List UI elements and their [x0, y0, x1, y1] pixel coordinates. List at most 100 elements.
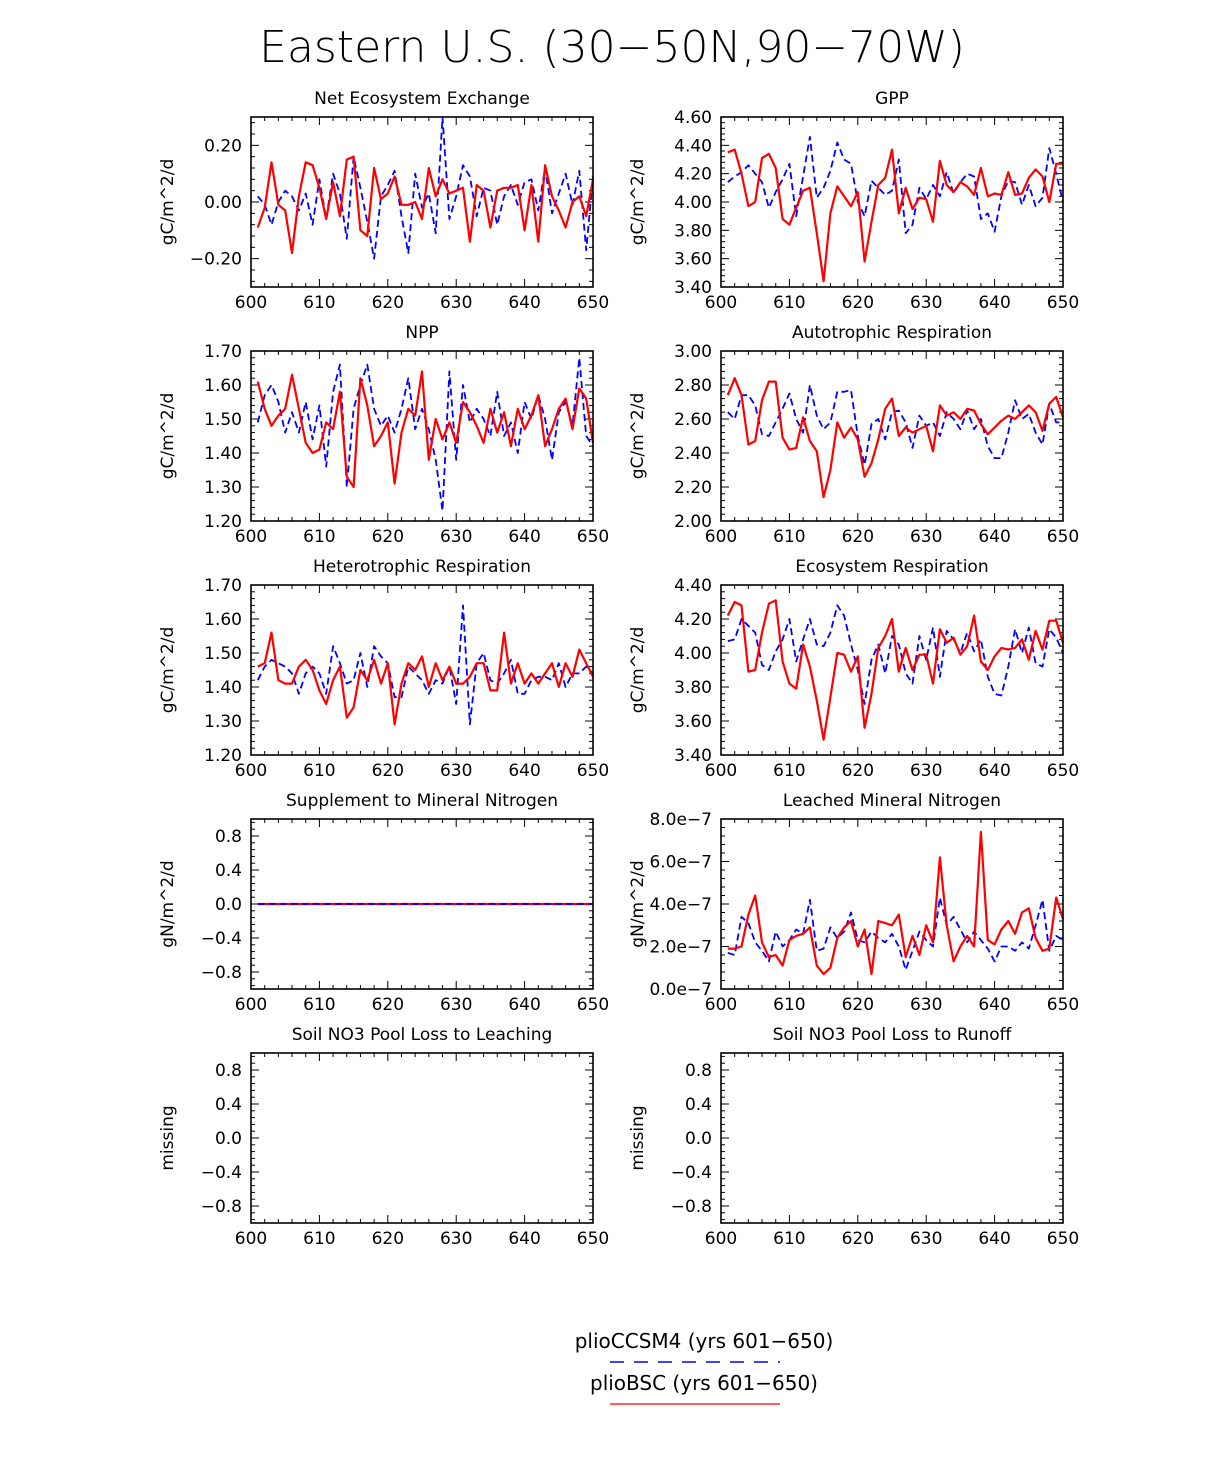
x-tick-label: 620 — [842, 293, 874, 313]
x-tick-label: 620 — [372, 761, 404, 781]
x-tick-label: 650 — [577, 761, 609, 781]
panel-title: Soil NO3 Pool Loss to Leaching — [292, 1025, 553, 1045]
y-tick-label: 8.0e−7 — [649, 810, 712, 830]
y-tick-label: 3.80 — [674, 678, 712, 698]
y-tick-label: 2.0e−7 — [649, 938, 712, 958]
x-tick-label: 620 — [842, 761, 874, 781]
plot-frame — [250, 818, 594, 990]
y-tick-label: 4.00 — [674, 644, 712, 664]
x-tick-label: 630 — [910, 761, 942, 781]
series-line-pliobsc — [256, 370, 595, 489]
plot-frame — [720, 584, 1064, 756]
y-tick-label: 1.50 — [204, 644, 242, 664]
panel-npp: NPP gC/m^2/d 600 610 620 630 640 650 1.20 1.30 1.4… — [158, 323, 609, 547]
legend: plioCCSM4 (yrs 601−650) plioBSC (yrs 601… — [575, 1329, 834, 1405]
y-tick-label: 1.40 — [204, 678, 242, 698]
y-tick-label: 3.40 — [674, 278, 712, 298]
y-tick-label: 4.40 — [674, 576, 712, 596]
y-tick-label: −0.20 — [190, 250, 242, 270]
y-tick-label: −0.8 — [201, 1197, 242, 1217]
x-tick-label: 640 — [508, 293, 540, 313]
x-tick-label: 640 — [978, 527, 1010, 547]
y-tick-label: 0.4 — [215, 861, 242, 881]
panel-heterotrophic-respiration: Heterotrophic Respiration gC/m^2/d 600 610 6… — [158, 557, 609, 781]
y-tick-label: 3.80 — [674, 221, 712, 241]
y-tick-label: −0.4 — [201, 929, 242, 949]
legend-label-plioccsm4: plioCCSM4 (yrs 601−650) — [575, 1329, 834, 1353]
y-tick-label: 0.0 — [215, 1129, 242, 1149]
x-tick-label: 620 — [842, 1229, 874, 1249]
x-tick-label: 630 — [910, 995, 942, 1015]
x-tick-label: 610 — [303, 293, 335, 313]
x-tick-label: 600 — [235, 527, 267, 547]
x-tick-label: 640 — [508, 1229, 540, 1249]
x-tick-label: 650 — [577, 527, 609, 547]
x-tick-label: 630 — [440, 995, 472, 1015]
panel-soil-no3-pool-loss-to-runoff: Soil NO3 Pool Loss to Runoff missing 600 61… — [628, 1025, 1079, 1249]
panel-supplement-to-mineral-nitrogen: Supplement to Mineral Nitrogen gN/m^2/d 60… — [158, 791, 609, 1015]
y-tick-label: 0.0 — [215, 895, 242, 915]
x-tick-label: 620 — [372, 995, 404, 1015]
y-tick-label: 3.40 — [674, 746, 712, 766]
y-tick-label: 0.0 — [685, 1129, 712, 1149]
x-tick-label: 630 — [440, 1229, 472, 1249]
panel-title: GPP — [875, 89, 909, 109]
panel-title: Soil NO3 Pool Loss to Runoff — [773, 1025, 1013, 1045]
x-tick-label: 620 — [842, 527, 874, 547]
x-tick-label: 640 — [978, 1229, 1010, 1249]
x-tick-label: 640 — [978, 761, 1010, 781]
panels-group: Net Ecosystem Exchange gC/m^2/d 600 610 620 6… — [158, 89, 1079, 1249]
y-tick-label: 0.4 — [685, 1095, 712, 1115]
y-tick-label: 1.30 — [204, 712, 242, 732]
y-tick-label: 1.20 — [204, 746, 242, 766]
series-line-pliobsc — [727, 830, 1065, 976]
x-tick-label: 600 — [235, 293, 267, 313]
y-tick-label: 0.4 — [215, 1095, 242, 1115]
panel-title: Ecosystem Respiration — [795, 557, 988, 577]
y-axis-label: gC/m^2/d — [628, 393, 648, 480]
y-axis-label: gN/m^2/d — [158, 860, 178, 947]
x-tick-label: 610 — [773, 761, 805, 781]
x-tick-label: 600 — [705, 527, 737, 547]
y-tick-label: 4.00 — [674, 193, 712, 213]
x-tick-label: 600 — [235, 995, 267, 1015]
x-tick-label: 650 — [1047, 761, 1079, 781]
y-tick-label: 1.30 — [204, 478, 242, 498]
x-tick-label: 620 — [842, 995, 874, 1015]
panel-autotrophic-respiration: Autotrophic Respiration gC/m^2/d 600 610 620… — [628, 323, 1079, 547]
y-axis-label: gC/m^2/d — [158, 393, 178, 480]
x-tick-label: 640 — [508, 527, 540, 547]
y-tick-label: −0.8 — [671, 1197, 712, 1217]
x-tick-label: 650 — [1047, 293, 1079, 313]
plot-frame — [250, 1052, 594, 1224]
y-tick-label: 1.70 — [204, 576, 242, 596]
x-tick-label: 600 — [705, 1229, 737, 1249]
y-tick-label: 0.0e−7 — [649, 980, 712, 1000]
series-line-pliobsc — [256, 155, 595, 255]
y-tick-label: 0.8 — [215, 1061, 242, 1081]
y-axis-label: missing — [628, 1105, 648, 1170]
x-tick-label: 620 — [372, 527, 404, 547]
x-tick-label: 650 — [577, 995, 609, 1015]
series-line-pliobsc — [257, 631, 594, 726]
y-tick-label: 1.60 — [204, 610, 242, 630]
x-tick-label: 610 — [773, 293, 805, 313]
y-tick-label: 4.20 — [674, 165, 712, 185]
series-line-pliobsc — [726, 377, 1065, 499]
x-tick-label: 650 — [577, 1229, 609, 1249]
y-tick-label: 1.20 — [204, 512, 242, 532]
y-axis-label: gC/m^2/d — [628, 627, 648, 714]
panel-title: NPP — [405, 323, 438, 343]
series-line-plioccsm4 — [727, 604, 1064, 705]
x-tick-label: 610 — [303, 761, 335, 781]
panel-gpp: GPP gC/m^2/d 600 610 620 630 640 650 3.40 3.60 3.8… — [628, 89, 1079, 313]
y-tick-label: 2.40 — [674, 444, 712, 464]
panel-leached-mineral-nitrogen: Leached Mineral Nitrogen gN/m^2/d 600 610 62… — [628, 791, 1079, 1015]
y-tick-label: −0.4 — [671, 1163, 712, 1183]
x-tick-label: 640 — [978, 293, 1010, 313]
series-line-plioccsm4 — [727, 896, 1064, 971]
panel-ecosystem-respiration: Ecosystem Respiration gC/m^2/d 600 610 620 63… — [628, 557, 1079, 781]
y-tick-label: 4.0e−7 — [649, 895, 712, 915]
y-tick-label: 2.60 — [674, 410, 712, 430]
x-tick-label: 600 — [235, 1229, 267, 1249]
